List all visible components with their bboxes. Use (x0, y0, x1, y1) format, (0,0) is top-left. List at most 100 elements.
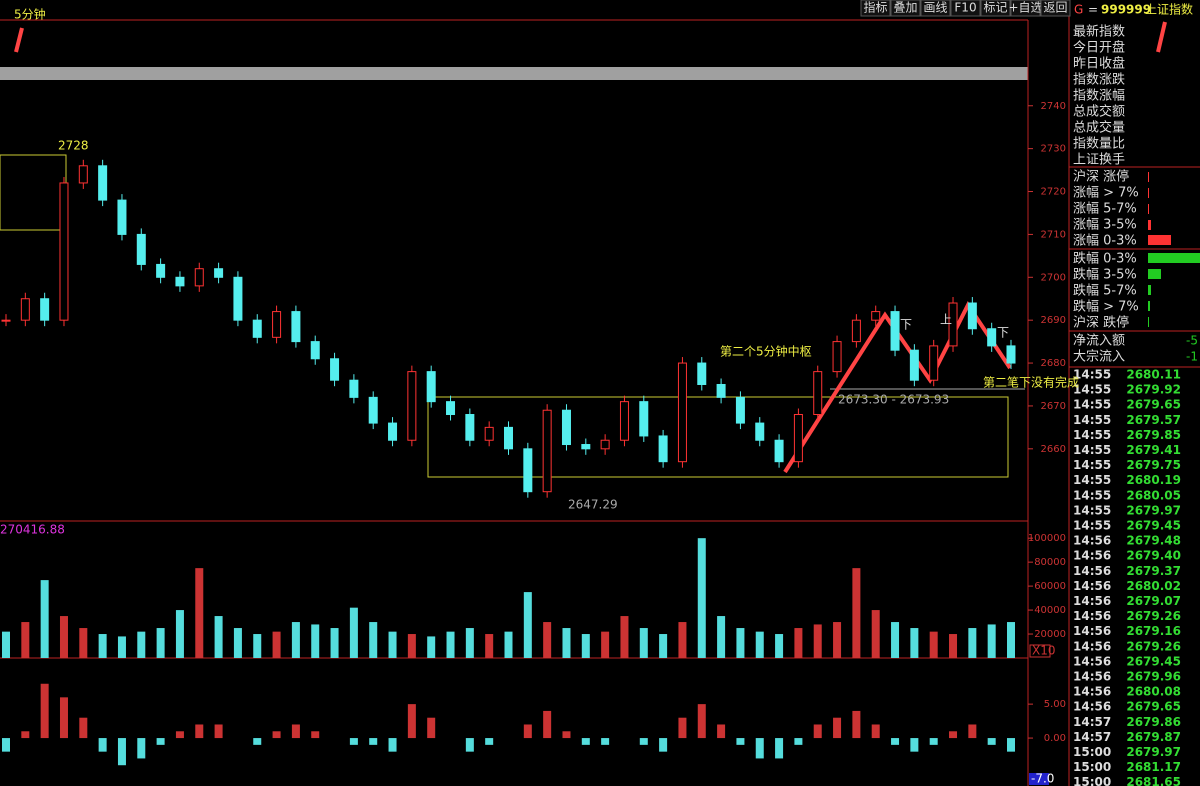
y-tick-label: 5.00 (1044, 699, 1066, 710)
tick-price: 2679.85 (1126, 428, 1181, 442)
bar (407, 634, 416, 658)
candle (851, 319, 861, 343)
tick-price: 2679.48 (1126, 534, 1181, 548)
bar (659, 738, 668, 752)
candle (272, 311, 282, 338)
tick-time: 14:56 (1073, 670, 1111, 684)
annotation: 上 (940, 313, 952, 327)
toolbar-button[interactable] (980, 0, 1011, 17)
bar (929, 738, 938, 745)
candle (310, 341, 320, 360)
bar (291, 724, 300, 739)
tick-time: 14:56 (1073, 654, 1111, 668)
toolbar-button[interactable] (1010, 0, 1041, 17)
bar (59, 697, 68, 739)
bar (427, 636, 436, 658)
bar (59, 616, 68, 658)
bar (775, 634, 784, 658)
bar (775, 738, 784, 759)
tick-price: 2679.87 (1126, 730, 1181, 744)
toolbar-button[interactable] (1040, 0, 1071, 17)
y-tick-label: 100000 (1028, 533, 1066, 544)
bar (987, 738, 996, 745)
bar (987, 624, 996, 658)
candle (330, 358, 340, 381)
bar (291, 622, 300, 658)
breadth-label: 涨幅 > 7% (1073, 186, 1139, 201)
candle (465, 414, 475, 441)
tick-time: 14:56 (1073, 549, 1111, 563)
tick-time: 14:56 (1073, 594, 1111, 608)
bar (910, 738, 919, 752)
candle (214, 268, 224, 278)
candle (793, 414, 803, 463)
candle (78, 165, 88, 184)
tick-price: 2680.08 (1126, 685, 1181, 699)
toolbar-button[interactable] (920, 0, 951, 17)
candle (388, 422, 398, 441)
gray-bar (0, 67, 1028, 80)
bar (755, 738, 764, 759)
bar (717, 724, 726, 739)
tick-price: 2681.17 (1126, 760, 1181, 774)
candle (98, 165, 108, 201)
bar (427, 717, 436, 739)
tick-time: 14:57 (1073, 730, 1111, 744)
scale-box (1029, 644, 1051, 658)
tick-time: 14:55 (1073, 503, 1111, 517)
candle (909, 349, 919, 381)
y-tick-label: 2710 (1041, 229, 1066, 240)
scale-label: X10 (1032, 644, 1056, 658)
bar (639, 628, 648, 658)
bar (175, 610, 184, 658)
bar (523, 724, 532, 739)
tick-time: 14:56 (1073, 624, 1111, 638)
bar (891, 622, 900, 658)
header-code: 999999 (1101, 3, 1151, 17)
y-tick-label: 40000 (1034, 605, 1066, 616)
tick-price: 2679.16 (1126, 624, 1181, 638)
bar (98, 634, 107, 658)
tick-price: 2679.97 (1126, 745, 1181, 759)
breadth-label: 跌幅 0-3% (1073, 251, 1137, 267)
bar (852, 710, 861, 739)
quote-label: 上证换手 (1073, 153, 1125, 168)
tick-price: 2680.05 (1126, 488, 1181, 502)
tick-time: 14:55 (1073, 488, 1111, 502)
toolbar-button[interactable] (860, 0, 891, 17)
candle (1, 319, 11, 322)
bar (968, 724, 977, 739)
toolbar-button[interactable] (950, 0, 981, 17)
bar (369, 738, 378, 745)
candle (832, 341, 842, 373)
bar (21, 622, 30, 658)
toolbar-label: 叠加 (893, 1, 917, 15)
y-tick-label: 0.00 (1044, 733, 1066, 744)
breadth-label: 涨幅 3-5% (1073, 218, 1137, 233)
breadth-label: 涨幅 5-7% (1073, 202, 1137, 217)
bar (98, 738, 107, 752)
bar (465, 628, 474, 658)
toolbar-button[interactable] (890, 0, 921, 17)
tick-price: 2679.75 (1126, 458, 1181, 472)
candle (446, 401, 456, 416)
tick-time: 14:56 (1073, 579, 1111, 593)
candle (40, 298, 50, 321)
bar (253, 738, 262, 745)
bar (1007, 738, 1015, 752)
quote-label: 指数量比 (1073, 137, 1125, 152)
bar (79, 717, 88, 739)
tick-time: 14:55 (1073, 398, 1111, 412)
period: 5分钟 (14, 7, 46, 22)
candle (542, 409, 552, 493)
toolbar-label: 标记 (983, 1, 1007, 15)
volume-label: 270416.88 (0, 523, 65, 537)
y-tick-label: 60000 (1034, 581, 1066, 592)
toolbar-label: 画线 (923, 1, 947, 15)
breadth-label: 沪深 跌停 (1073, 315, 1129, 331)
bar (697, 538, 706, 658)
y-tick-label: 80000 (1034, 557, 1066, 568)
bar (311, 731, 320, 739)
toolbar-label: +自选 (1008, 1, 1042, 15)
